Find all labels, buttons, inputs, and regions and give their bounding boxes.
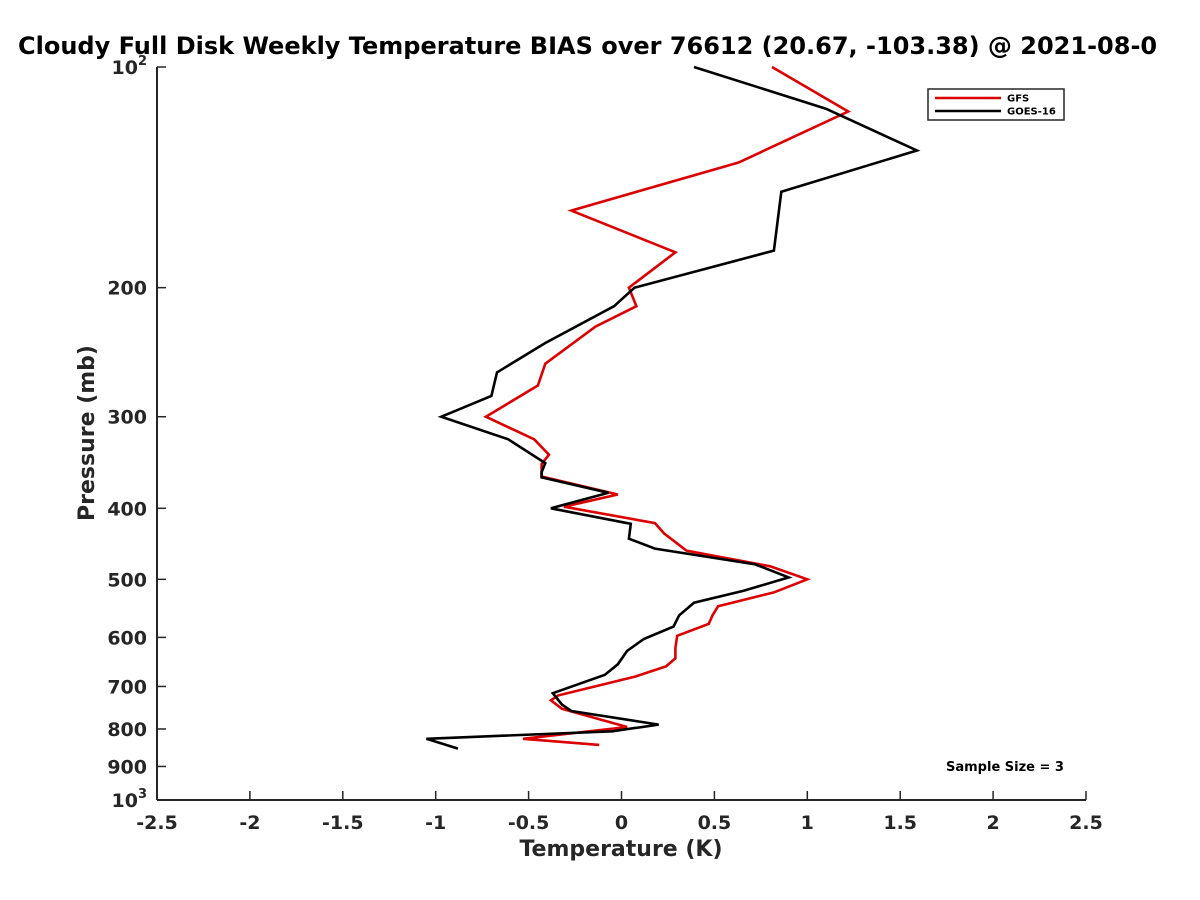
x-tick-label: -2 [239, 812, 260, 834]
x-axis-label: Temperature (K) [519, 837, 722, 862]
sample-size-annotation: Sample Size = 3 [946, 760, 1064, 775]
legend-box [927, 88, 1065, 121]
y-tick-label-base: 600 [107, 627, 147, 649]
plot-area: -2.5 -2 -1.5 -1 -0.5 0 0.5 1 1.5 2 2.5 10220030040… [107, 54, 1103, 834]
x-tick-label: -2.5 [136, 812, 178, 834]
y-tick-label: 500 [107, 569, 147, 591]
chart-legend: GFS GOES-16 [927, 88, 1065, 121]
y-tick-label-base: 200 [107, 278, 147, 300]
x-tick-label: 2.5 [1069, 812, 1103, 834]
y-tick-label: 103 [112, 787, 148, 812]
x-tick-label: 0 [615, 812, 628, 834]
legend-label-gfs: GFS [1007, 94, 1029, 105]
y-tick-label-base: 500 [107, 569, 147, 591]
x-tick-label: 2 [986, 812, 999, 834]
y-tick-label-exponent: 3 [138, 787, 147, 802]
y-tick-label: 600 [107, 627, 147, 649]
y-tick-label-base: 900 [107, 756, 147, 778]
series-lines [426, 65, 921, 750]
x-tick-label: -1 [425, 812, 446, 834]
y-tick-label: 300 [107, 407, 147, 429]
series-line-goes16 [426, 65, 921, 750]
y-tick-label-base: 800 [107, 719, 147, 741]
series-line-gfs [483, 65, 852, 747]
y-tick-label: 800 [107, 719, 147, 741]
y-tick-label: 200 [107, 278, 147, 300]
y-tick-label-base: 700 [107, 676, 147, 698]
y-tick-label-base: 10 [112, 57, 138, 79]
x-tick-label: 1.5 [883, 812, 917, 834]
y-tick-label-exponent: 2 [138, 54, 147, 69]
y-tick-label-base: 400 [107, 498, 147, 520]
legend-label-goes16: GOES-16 [1007, 107, 1056, 118]
x-axis-ticks: -2.5 -2 -1.5 -1 -0.5 0 0.5 1 1.5 2 2.5 [136, 791, 1103, 834]
x-tick-label: 1 [801, 812, 814, 834]
x-tick-label: 0.5 [698, 812, 732, 834]
y-tick-label: 700 [107, 676, 147, 698]
y-axis-label: Pressure (mb) [75, 345, 100, 521]
y-tick-label-base: 300 [107, 407, 147, 429]
y-tick-label: 102 [112, 54, 148, 79]
y-tick-label: 400 [107, 498, 147, 520]
chart-title: Cloudy Full Disk Weekly Temperature BIAS… [18, 32, 1157, 60]
y-tick-label-base: 10 [112, 790, 138, 812]
y-tick-label: 900 [107, 756, 147, 778]
x-tick-label: -0.5 [508, 812, 550, 834]
x-tick-label: -1.5 [322, 812, 364, 834]
